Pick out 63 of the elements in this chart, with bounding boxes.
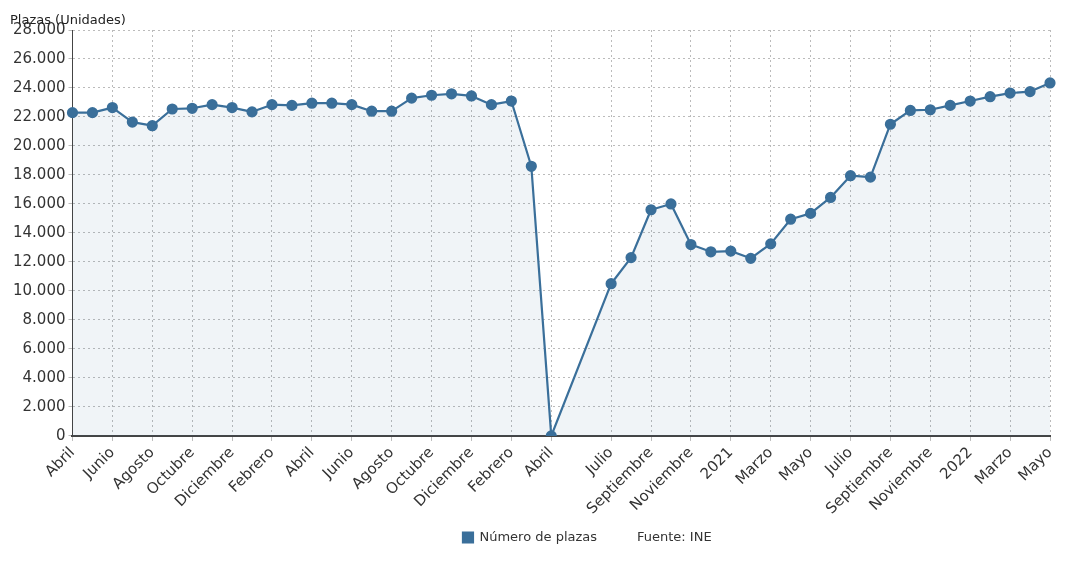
point	[146, 120, 158, 132]
point	[206, 99, 218, 111]
point	[505, 95, 517, 107]
y-tick-label: 6.000	[22, 338, 66, 357]
point	[984, 91, 996, 103]
point	[166, 103, 178, 115]
point	[625, 252, 637, 264]
point	[1024, 86, 1036, 98]
point	[765, 238, 777, 250]
point	[824, 191, 837, 204]
point	[226, 101, 238, 114]
point	[386, 105, 398, 117]
point	[406, 92, 418, 104]
y-tick-label: 18.000	[12, 164, 66, 183]
y-tick-label: 8.000	[22, 309, 66, 328]
point	[944, 99, 956, 111]
point	[246, 106, 258, 118]
point	[785, 213, 797, 225]
point	[864, 171, 877, 183]
y-tick-label: 24.000	[12, 77, 66, 96]
point	[924, 104, 936, 116]
source-note: Fuente: INE	[637, 528, 712, 544]
y-tick-label: 4.000	[22, 367, 66, 386]
point	[485, 99, 498, 111]
point	[904, 104, 916, 117]
y-tick-label: 22.000	[12, 106, 66, 125]
point	[605, 278, 617, 290]
point	[346, 99, 358, 111]
point	[186, 102, 198, 114]
y-tick-label: 10.000	[12, 280, 66, 299]
y-tick-label: 2.000	[22, 396, 66, 415]
y-tick-label: 20.000	[12, 135, 66, 154]
point	[844, 170, 857, 182]
point	[964, 95, 976, 107]
y-tick-label: 14.000	[12, 222, 66, 241]
point	[884, 118, 897, 130]
point	[126, 116, 138, 128]
point	[445, 88, 458, 100]
point	[266, 99, 278, 111]
point	[1044, 77, 1056, 89]
point	[1004, 87, 1016, 99]
point	[66, 107, 79, 119]
point	[645, 204, 657, 216]
point	[725, 245, 737, 257]
point	[465, 90, 478, 102]
point	[805, 207, 817, 219]
point	[306, 97, 318, 109]
point	[366, 105, 378, 117]
y-tick-label: 12.000	[12, 251, 66, 270]
point	[665, 198, 677, 210]
legend-label: Número de plazas	[479, 528, 598, 544]
y-tick-label: 16.000	[12, 193, 66, 212]
point	[685, 238, 697, 251]
point	[106, 101, 118, 114]
point	[705, 246, 717, 258]
point	[525, 160, 537, 172]
y-tick-label: 0	[55, 425, 66, 444]
point	[286, 99, 298, 111]
y-tick-label: 26.000	[12, 48, 66, 67]
point	[326, 97, 338, 109]
point	[425, 89, 438, 101]
point	[745, 252, 757, 264]
point	[86, 107, 99, 119]
